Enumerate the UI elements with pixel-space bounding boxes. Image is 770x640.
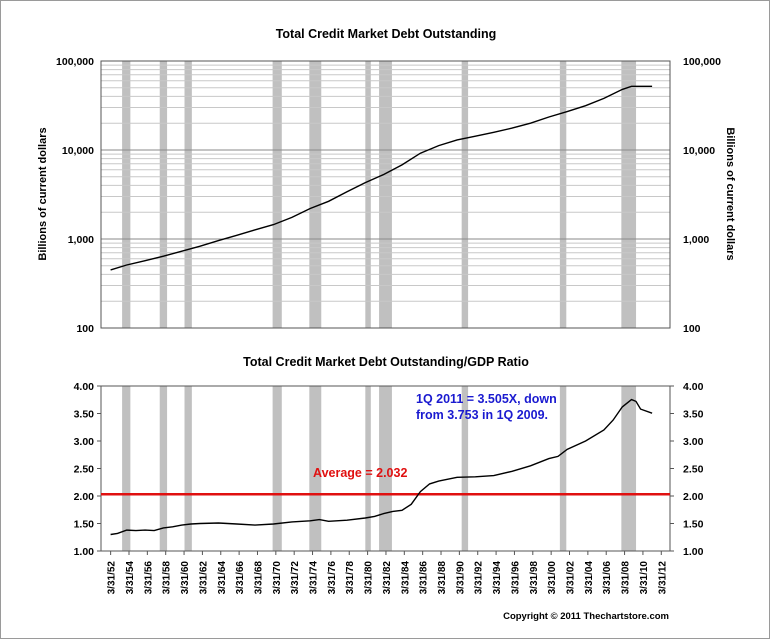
x-tick-label-6: 3/31/64 [217,561,228,595]
debt-y-label-right: Billions of current dollars [724,127,736,260]
ratio-y-tick-left-2: 2.00 [74,491,95,503]
ratio-chart-title: Total Credit Market Debt Outstanding/GDP… [243,355,529,369]
x-tick-label-30: 3/31/12 [657,561,668,595]
x-tick-label-5: 3/31/62 [198,561,209,595]
ratio-y-tick-left-5: 3.50 [74,409,95,421]
recession-band-bottom-6 [379,386,392,551]
copyright-text: Copyright © 2011 Thechartstore.com [503,611,669,622]
debt-y-tick-left-2: 10,000 [62,145,94,157]
debt-panel: Total Credit Market Debt Outstanding Bil… [37,27,736,335]
recession-band-top-9 [621,61,637,328]
debt-y-label-left: Billions of current dollars [37,127,49,260]
recession-band-bottom-4 [309,386,322,551]
debt-y-tick-right-0: 100 [683,323,701,335]
ratio-y-tick-right-5: 3.50 [683,409,704,421]
ratio-annotation-line-2: from 3.753 in 1Q 2009. [416,408,548,422]
x-tick-label-27: 3/31/06 [602,561,613,595]
ratio-y-tick-left-0: 1.00 [74,546,95,558]
recession-band-bottom-9 [621,386,637,551]
x-tick-label-29: 3/31/10 [639,561,650,595]
x-tick-label-17: 3/31/86 [419,561,430,595]
recession-band-top-4 [309,61,322,328]
x-tick-label-15: 3/31/82 [382,561,393,595]
ratio-y-tick-left-1: 1.50 [74,519,95,531]
x-tick-label-7: 3/31/66 [235,561,246,595]
ratio-y-tick-right-1: 1.50 [683,519,704,531]
recession-band-top-8 [559,61,567,328]
recession-band-top-0 [122,61,131,328]
x-tick-label-21: 3/31/94 [492,561,503,595]
debt-y-tick-right-3: 100,000 [683,56,721,68]
x-tick-label-11: 3/31/74 [309,561,320,595]
ratio-y-tick-right-6: 4.00 [683,381,704,393]
x-tick-label-0: 3/31/52 [107,561,118,595]
ratio-annotation-line-1: 1Q 2011 = 3.505X, down [416,392,557,406]
recession-band-top-5 [365,61,371,328]
recession-band-bottom-5 [365,386,371,551]
x-tick-label-2: 3/31/56 [143,561,154,595]
ratio-y-tick-left-6: 4.00 [74,381,95,393]
recession-band-top-7 [461,61,469,328]
x-tick-label-19: 3/31/90 [455,561,466,595]
recession-band-bottom-1 [159,386,168,551]
ratio-series-line [110,398,653,536]
x-tick-label-14: 3/31/80 [364,561,375,595]
debt-y-tick-left-3: 100,000 [56,56,94,68]
ratio-y-tick-left-4: 3.00 [74,436,95,448]
x-tick-label-28: 3/31/08 [621,561,632,595]
x-tick-label-18: 3/31/88 [437,561,448,595]
recession-band-bottom-7 [461,386,469,551]
recession-band-bottom-3 [272,386,282,551]
average-label: Average = 2.032 [313,466,407,480]
recession-band-top-3 [272,61,282,328]
recession-band-top-2 [184,61,192,328]
x-tick-label-20: 3/31/92 [474,561,485,595]
x-tick-label-16: 3/31/84 [400,561,411,595]
recession-band-bottom-8 [559,386,567,551]
x-tick-label-23: 3/31/98 [529,561,540,595]
x-tick-label-24: 3/31/00 [547,561,558,595]
debt-y-tick-right-1: 1,000 [683,234,709,246]
ratio-panel: 1.00 1.00 1.50 1.50 2.00 2.00 2.50 2.50 3.00 3.00… [74,355,704,558]
debt-y-tick-left-0: 100 [76,323,94,335]
debt-y-tick-left-1: 1,000 [68,234,94,246]
ratio-y-tick-right-2: 2.00 [683,491,704,503]
debt-y-tick-right-2: 10,000 [683,145,715,157]
debt-plot-border [100,60,671,329]
ratio-y-tick-left-3: 2.50 [74,464,95,476]
x-tick-label-9: 3/31/70 [272,561,283,595]
x-tick-label-3: 3/31/58 [162,561,173,595]
recession-band-bottom-0 [122,386,131,551]
x-tick-label-22: 3/31/96 [510,561,521,595]
x-tick-label-10: 3/31/72 [290,561,301,595]
x-tick-label-8: 3/31/68 [253,561,264,595]
recession-band-top-1 [159,61,168,328]
x-axis: 3/31/52 3/31/54 3/31/56 3/31/58 3/31/60 3/31/… [107,551,668,595]
x-tick-label-1: 3/31/54 [125,561,136,595]
x-tick-label-12: 3/31/76 [327,561,338,595]
x-tick-label-26: 3/31/04 [584,561,595,595]
ratio-y-tick-right-3: 2.50 [683,464,704,476]
debt-chart-title: Total Credit Market Debt Outstanding [276,27,497,41]
debt-series-line [110,85,653,271]
x-tick-label-13: 3/31/78 [345,561,356,595]
recession-band-bottom-2 [184,386,192,551]
x-tick-label-4: 3/31/60 [180,561,191,595]
x-tick-label-25: 3/31/02 [566,561,577,595]
ratio-y-tick-right-4: 3.00 [683,436,704,448]
recession-band-top-6 [379,61,392,328]
ratio-y-tick-right-0: 1.00 [683,546,704,558]
